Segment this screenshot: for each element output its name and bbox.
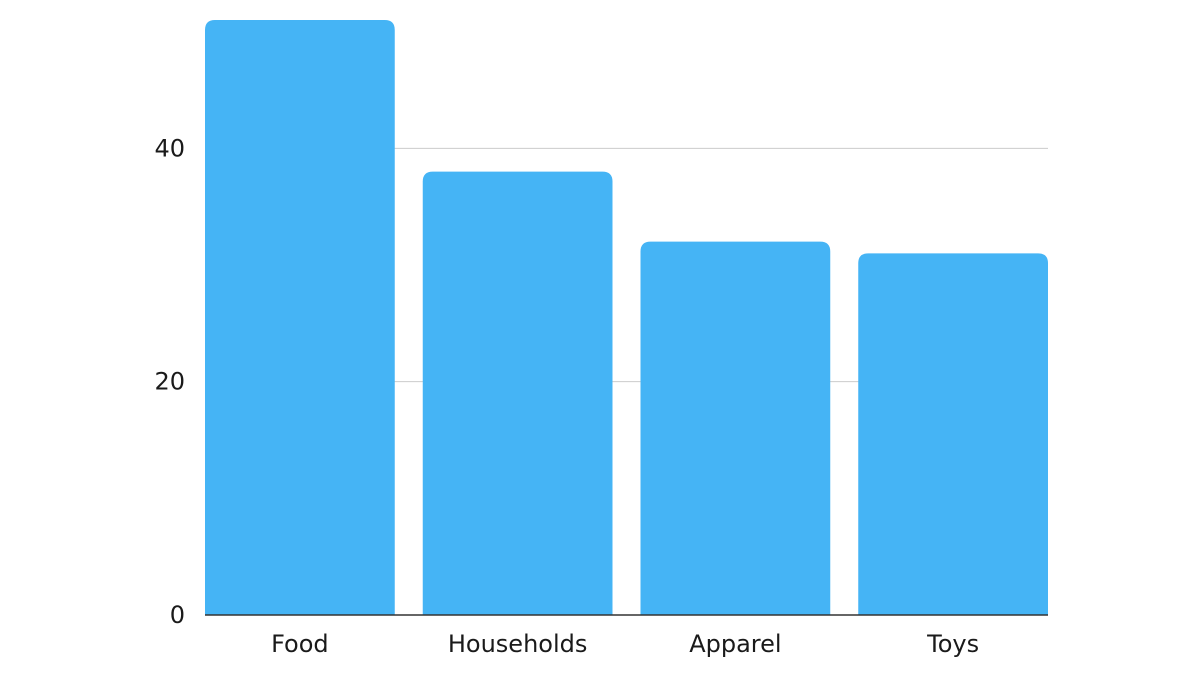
x-category-label-households: Households [448, 630, 588, 658]
y-tick-label-40: 40 [154, 134, 185, 162]
y-tick-label-0: 0 [170, 601, 185, 629]
bar-households [422, 171, 613, 615]
bar-food [205, 20, 395, 615]
bar-apparel [640, 241, 831, 615]
bars [205, 20, 1048, 616]
x-category-label-food: Food [271, 630, 329, 658]
y-tick-label-20: 20 [154, 368, 185, 396]
y-axis-tick-labels: 0 20 40 [154, 134, 185, 629]
bar-toys [858, 253, 1048, 616]
x-category-label-apparel: Apparel [689, 630, 781, 658]
x-axis-category-labels: Food Households Apparel Toys [271, 630, 979, 658]
x-category-label-toys: Toys [926, 630, 979, 658]
